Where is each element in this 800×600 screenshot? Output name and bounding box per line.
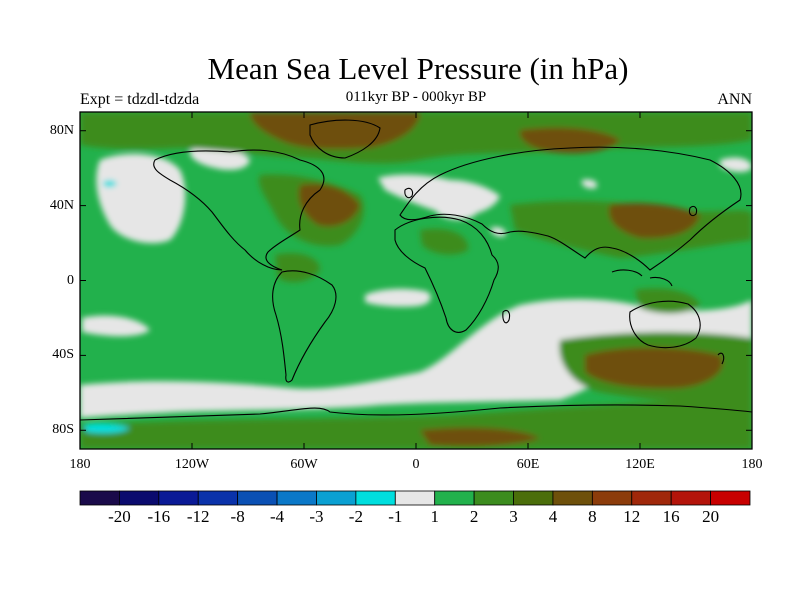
colorbar-swatch bbox=[158, 490, 199, 506]
south-pacific-band bbox=[82, 315, 150, 337]
south-indian-core bbox=[585, 347, 723, 389]
central-america-east bbox=[275, 253, 320, 283]
japan-coast bbox=[688, 205, 698, 217]
colorbar-swatch bbox=[513, 490, 554, 506]
south-atlantic-patch bbox=[365, 288, 431, 307]
colorbar-swatch bbox=[631, 490, 672, 506]
colorbar bbox=[79, 490, 751, 506]
season-label: ANN bbox=[717, 91, 752, 108]
arabia-patch bbox=[490, 227, 506, 237]
greenland-coast bbox=[309, 119, 381, 159]
colorbar-swatch bbox=[434, 490, 475, 506]
north-pacific-east-patch bbox=[720, 157, 752, 173]
colorbar-swatch bbox=[710, 490, 751, 506]
north-pacific-negative bbox=[103, 180, 117, 188]
east-asia-patch bbox=[581, 179, 598, 189]
arctic-patch-a bbox=[189, 148, 250, 170]
arctic-patch-b bbox=[135, 165, 175, 183]
experiment-label: Expt = tdzdl-tdzda bbox=[80, 91, 200, 108]
colorbar-swatch bbox=[473, 490, 514, 506]
four-to-eight-regions bbox=[250, 112, 723, 447]
colorbar-swatch bbox=[237, 490, 278, 506]
coastlines bbox=[80, 119, 752, 421]
madagascar-coast bbox=[502, 309, 511, 324]
antarctic-band bbox=[80, 398, 752, 449]
colorbar-swatch bbox=[355, 490, 396, 506]
central-asia-core bbox=[608, 203, 700, 239]
north-america-coast bbox=[153, 149, 325, 271]
colorbar-swatch bbox=[316, 490, 357, 506]
antarctica-coast bbox=[80, 404, 752, 421]
uk-coast bbox=[404, 187, 414, 199]
eurasia-coast bbox=[399, 146, 742, 271]
axis-ticks bbox=[79, 112, 753, 449]
colorbar-swatch bbox=[119, 490, 160, 506]
southern-ocean-band bbox=[80, 299, 752, 418]
greenland-arctic bbox=[250, 112, 420, 150]
antarctic-core bbox=[420, 427, 540, 447]
colorbar-swatch bbox=[591, 490, 633, 506]
south-america-coast bbox=[272, 270, 337, 383]
colorbar-swatch bbox=[552, 490, 593, 506]
north-africa-patch bbox=[420, 228, 469, 255]
negative-regions bbox=[84, 180, 130, 434]
map-field bbox=[80, 112, 752, 449]
antarctic-negative bbox=[84, 423, 130, 434]
colorbar-swatch bbox=[197, 490, 239, 506]
africa-coast bbox=[394, 216, 499, 333]
australia-coast bbox=[629, 300, 701, 349]
map-title: Mean Sea Level Pressure (in hPa) bbox=[207, 51, 629, 86]
colorbar-swatch bbox=[276, 490, 317, 506]
colorbar-swatch bbox=[79, 490, 120, 506]
colorbar-swatch bbox=[394, 490, 436, 506]
map-subtitle: 011kyr BP - 000kyr BP bbox=[345, 89, 487, 105]
indonesia-coast bbox=[611, 269, 673, 287]
new-zealand-coast bbox=[717, 352, 725, 365]
colorbar-swatch bbox=[670, 490, 711, 506]
